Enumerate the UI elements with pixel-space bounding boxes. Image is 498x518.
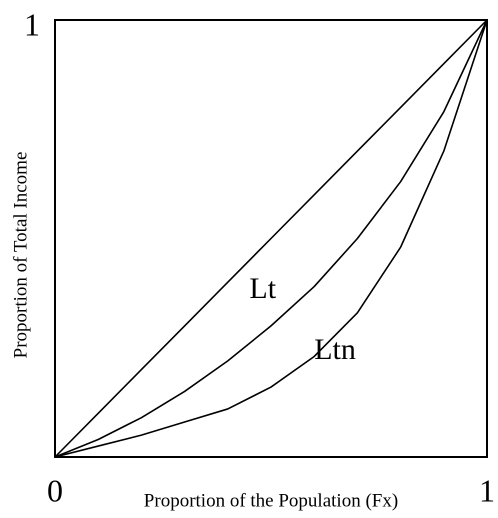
y-tick-label: 1 (24, 6, 40, 42)
curve (54, 19, 488, 458)
y-axis-label: Proportion of Total Income (10, 152, 31, 359)
curve (54, 19, 488, 458)
curve-label: Lt (249, 272, 276, 305)
x-tick-label: 0 (47, 472, 63, 508)
plot-frame (54, 19, 488, 458)
curve (54, 19, 488, 458)
x-axis-label: Proportion of the Population (Fx) (144, 490, 398, 511)
x-tick-label: 1 (479, 472, 495, 508)
curve-label: Ltn (314, 333, 356, 366)
